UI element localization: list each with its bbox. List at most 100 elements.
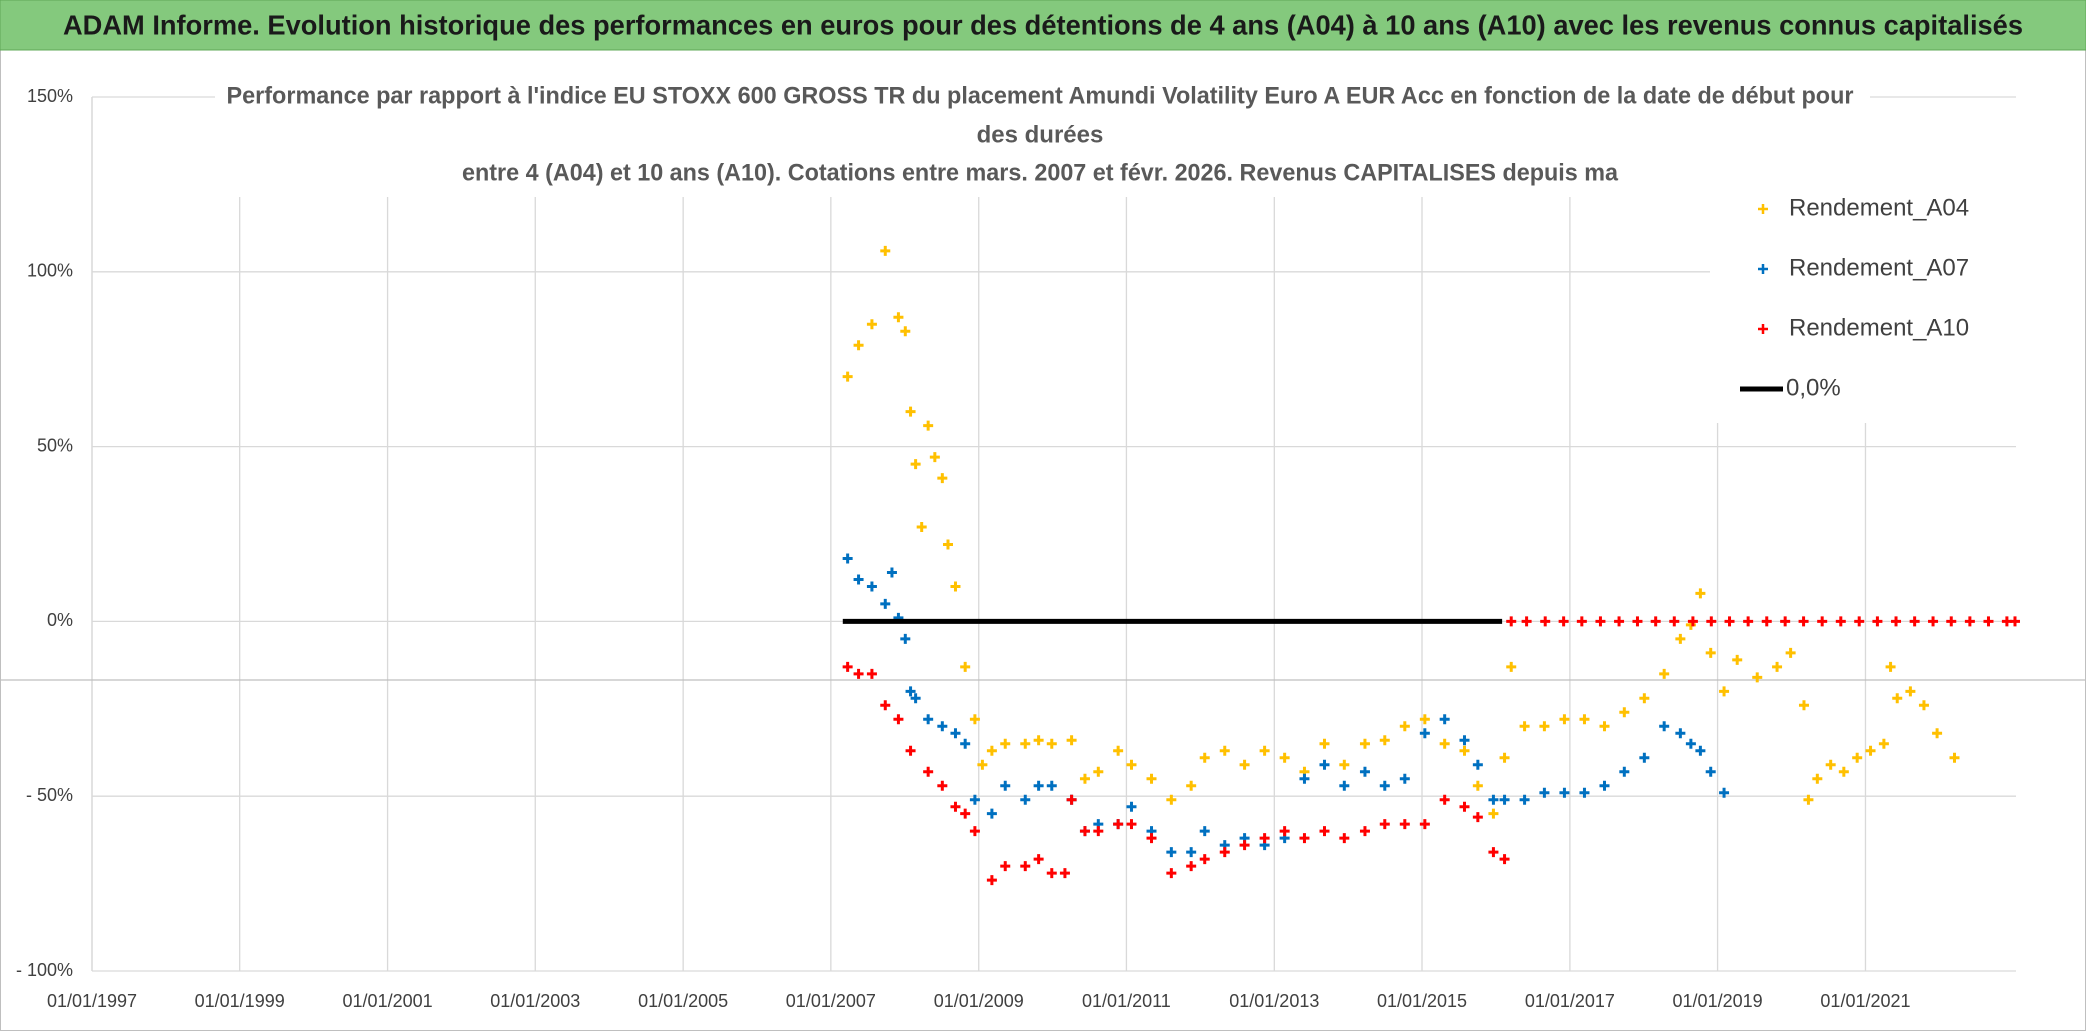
point <box>886 567 897 578</box>
point <box>1046 780 1057 791</box>
point <box>1379 780 1390 791</box>
point <box>986 808 997 819</box>
x-tick-label: 01/01/1999 <box>195 991 285 1011</box>
point <box>1020 794 1031 805</box>
point <box>1046 738 1057 749</box>
point <box>977 759 988 770</box>
point <box>1166 847 1177 858</box>
point <box>929 452 940 463</box>
point <box>1319 759 1330 770</box>
point <box>893 714 904 725</box>
point <box>1359 826 1370 837</box>
point <box>923 714 934 725</box>
point <box>1459 735 1470 746</box>
point <box>1279 752 1290 763</box>
point <box>1539 721 1550 732</box>
point <box>1521 616 1532 627</box>
legend-background <box>1710 186 2016 423</box>
point <box>1506 616 1517 627</box>
point <box>1000 780 1011 791</box>
point <box>1126 801 1137 812</box>
point <box>1599 780 1610 791</box>
point <box>900 326 911 337</box>
point <box>853 340 864 351</box>
point <box>1705 647 1716 658</box>
point <box>1785 647 1796 658</box>
y-tick-label: 100% <box>27 261 73 281</box>
point <box>1865 745 1876 756</box>
point <box>893 312 904 323</box>
point <box>1595 616 1606 627</box>
point <box>1059 868 1070 879</box>
x-tick-label: 01/01/2007 <box>786 991 876 1011</box>
point <box>1499 794 1510 805</box>
point <box>866 668 877 679</box>
point <box>1472 812 1483 823</box>
header-title: ADAM Informe. Evolution historique des p… <box>63 9 2023 40</box>
point <box>1885 661 1896 672</box>
point <box>842 371 853 382</box>
point <box>1695 745 1706 756</box>
x-tick-label: 01/01/2001 <box>343 991 433 1011</box>
point <box>1499 752 1510 763</box>
point <box>986 875 997 886</box>
point <box>1033 854 1044 865</box>
point <box>1872 616 1883 627</box>
point <box>1932 728 1943 739</box>
y-tick-label: - 50% <box>26 785 73 805</box>
point <box>866 319 877 330</box>
legend-swatch <box>1758 204 1768 214</box>
point <box>1706 616 1717 627</box>
point <box>1113 745 1124 756</box>
point <box>1000 861 1011 872</box>
point <box>1835 616 1846 627</box>
point <box>1488 808 1499 819</box>
point <box>1093 826 1104 837</box>
point <box>853 574 864 585</box>
point <box>1079 826 1090 837</box>
legend-swatch <box>1758 264 1768 274</box>
point <box>900 633 911 644</box>
point <box>1020 861 1031 872</box>
point <box>1579 787 1590 798</box>
point <box>1705 766 1716 777</box>
legend-swatch <box>1758 324 1768 334</box>
point <box>1685 738 1696 749</box>
point <box>960 808 971 819</box>
point <box>905 745 916 756</box>
point <box>1639 752 1650 763</box>
x-tick-label: 01/01/2013 <box>1229 991 1319 1011</box>
point <box>1488 794 1499 805</box>
point <box>1659 721 1670 732</box>
point <box>1928 616 1939 627</box>
point <box>1066 794 1077 805</box>
point <box>853 668 864 679</box>
point <box>1519 721 1530 732</box>
point <box>1399 819 1410 830</box>
chart-title: des durées <box>977 121 1104 148</box>
point <box>1619 707 1630 718</box>
point <box>1539 787 1550 798</box>
chart-title: Performance par rapport à l'indice EU ST… <box>227 82 1854 109</box>
point <box>1419 728 1430 739</box>
point <box>1803 794 1814 805</box>
point <box>2009 616 2020 627</box>
point <box>1964 616 1975 627</box>
point <box>923 766 934 777</box>
point <box>1632 616 1643 627</box>
point <box>1439 794 1450 805</box>
point <box>1419 714 1430 725</box>
x-tick-label: 01/01/2015 <box>1377 991 1467 1011</box>
point <box>1659 668 1670 679</box>
point <box>1066 735 1077 746</box>
point <box>866 581 877 592</box>
point <box>880 245 891 256</box>
point <box>937 473 948 484</box>
header-bar <box>0 0 2086 51</box>
point <box>1675 633 1686 644</box>
point <box>960 738 971 749</box>
point <box>1891 616 1902 627</box>
point <box>1126 819 1137 830</box>
y-tick-label: - 100% <box>16 960 73 980</box>
